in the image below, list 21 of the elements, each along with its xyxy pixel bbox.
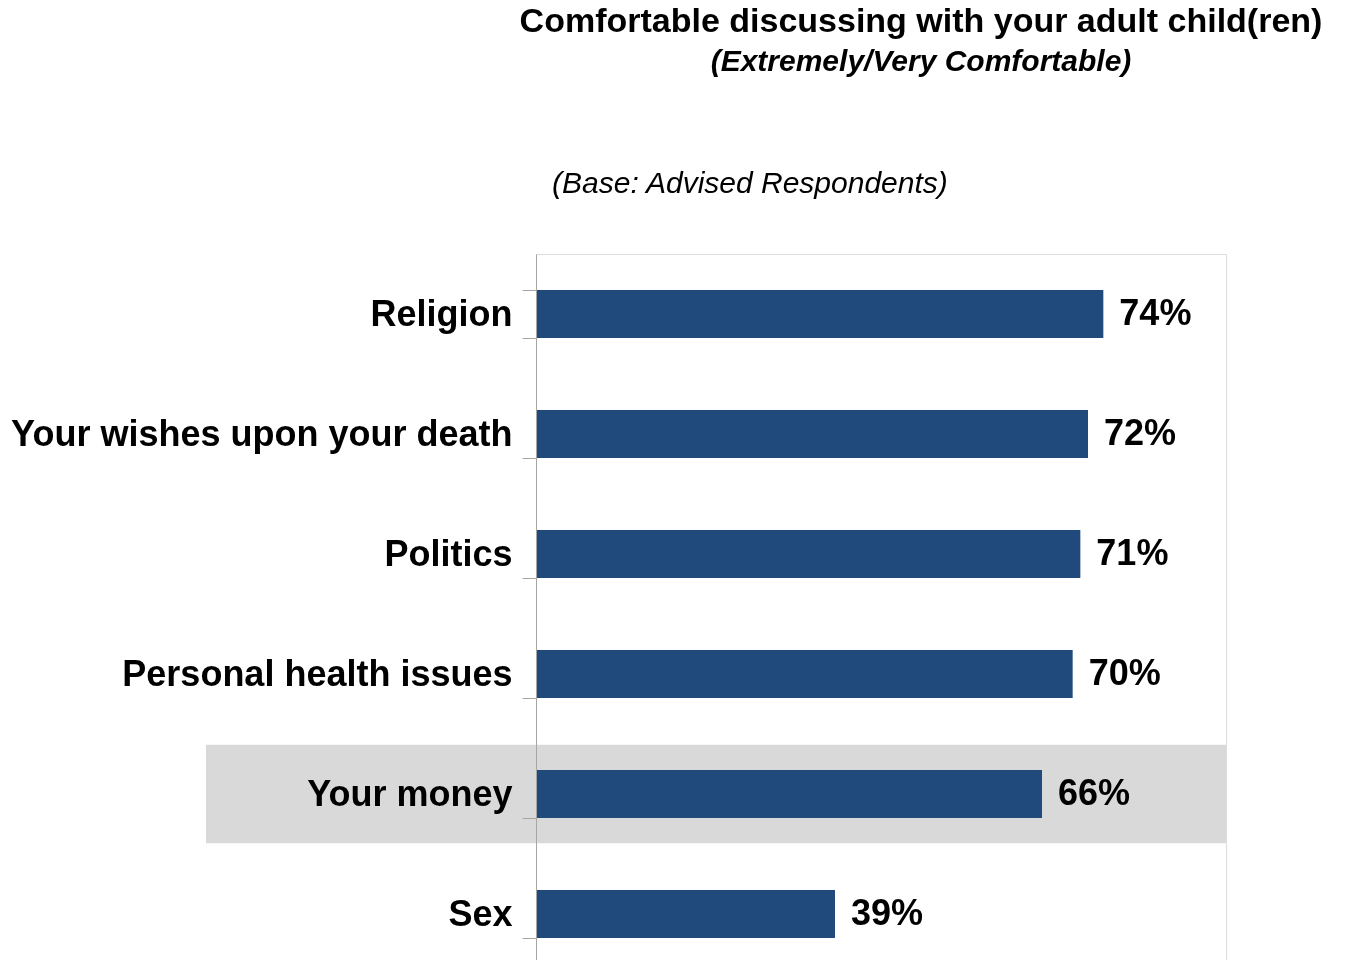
data-label: 72% — [1104, 412, 1177, 453]
y-tick-label: Religion — [370, 292, 513, 334]
text: (Base: Advised Respondents) — [552, 166, 948, 199]
data-label: 66% — [1058, 772, 1131, 813]
data-label: 71% — [1096, 532, 1169, 573]
bar — [536, 650, 1073, 698]
y-tick-label: Politics — [384, 532, 513, 574]
y-tick-label: Your wishes upon your death — [11, 412, 513, 454]
bar — [536, 410, 1088, 458]
y-tick-label: Personal health issues — [122, 652, 513, 694]
bar — [536, 530, 1081, 578]
data-label: 39% — [851, 892, 924, 933]
bar — [536, 890, 835, 938]
data-label: 74% — [1119, 292, 1192, 333]
y-tick-label: Your money — [307, 772, 513, 814]
data-label: 70% — [1088, 652, 1161, 693]
bar — [536, 290, 1104, 338]
chart-subtitle: (Extremely/Very Comfortable) — [710, 44, 1132, 77]
bar — [536, 770, 1042, 818]
chart-title: Comfortable discussing with your adult child(ren) — [519, 1, 1323, 39]
y-tick-label: Sex — [448, 892, 513, 934]
